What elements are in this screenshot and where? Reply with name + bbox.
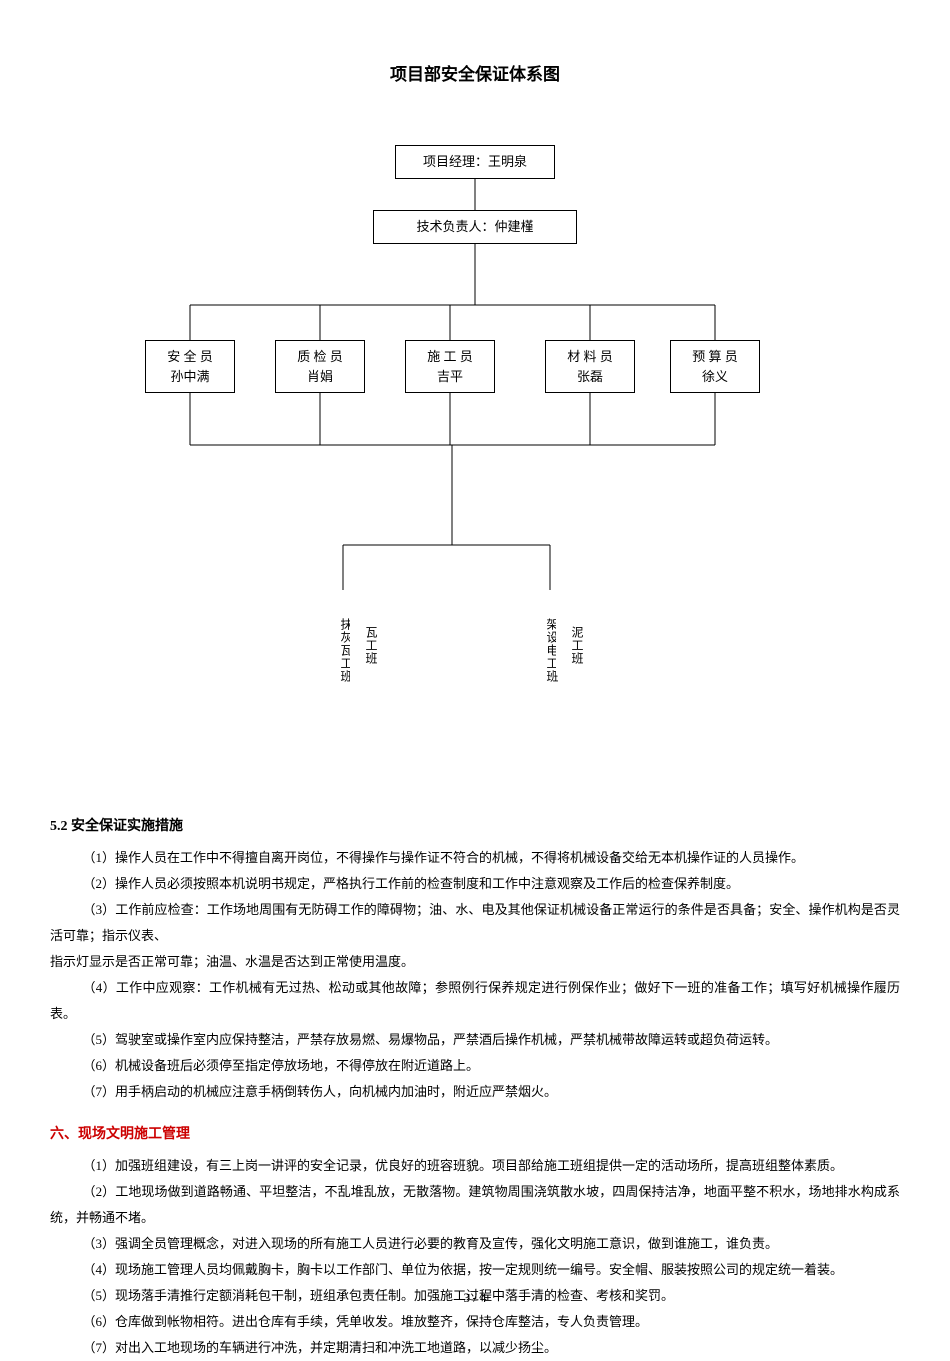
org-tech-lead: 技术负责人：仲建槿 <box>373 210 577 244</box>
org-safety-name: 孙中满 <box>154 367 226 387</box>
s6-item-4: （4）现场施工管理人员均佩戴胸卡，胸卡以工作部门、单位为依据，按一定规则统一编号… <box>50 1257 900 1283</box>
s6-item-3: （3）强调全员管理概念，对进入现场的所有施工人员进行必要的教育及宣传，强化文明施… <box>50 1231 900 1257</box>
org-budget: 预 算 员 徐义 <box>670 340 760 393</box>
org-material-name: 张磊 <box>554 367 626 387</box>
s6-item-6: （6）仓库做到帐物相符。进出仓库有手续，凭单收发。堆放整齐，保持仓库整洁，专人负… <box>50 1309 900 1335</box>
s6-item-7: （7）对出入工地现场的车辆进行冲洗，并定期清扫和冲洗工地道路，以减少扬尘。 <box>50 1335 900 1361</box>
org-safety: 安 全 员 孙中满 <box>145 340 235 393</box>
org-quality-role: 质 检 员 <box>284 347 356 367</box>
org-budget-role: 预 算 员 <box>679 347 751 367</box>
org-construction: 施 工 员 吉平 <box>405 340 495 393</box>
s6-item-2: （2）工地现场做到道路畅通、平坦整洁，不乱堆乱放，无散落物。建筑物周围浇筑散水坡… <box>50 1179 900 1231</box>
org-project-manager: 项目经理：王明泉 <box>395 145 555 179</box>
org-material: 材 料 员 张磊 <box>545 340 635 393</box>
s6-item-1: （1）加强班组建设，有三上岗一讲评的安全记录，优良好的班容班貌。项目部给施工班组… <box>50 1153 900 1179</box>
org-team-2: 瓦工班 <box>350 605 380 685</box>
s52-item-6: （6）机械设备班后必须停至指定停放场地，不得停放在附近道路上。 <box>50 1053 900 1079</box>
s52-item-2: （2）操作人员必须按照本机说明书规定，严格执行工作前的检查制度和工作中注意观察及… <box>50 871 900 897</box>
s52-item-4: （4）工作中应观察：工作机械有无过热、松动或其他故障；参照例行保养规定进行例保作… <box>50 975 900 1027</box>
s52-item-3b: 指示灯显示是否正常可靠；油温、水温是否达到正常使用温度。 <box>50 949 900 975</box>
org-chart: 项目经理：王明泉 技术负责人：仲建槿 安 全 员 孙中满 质 检 员 肖娟 施 … <box>125 145 825 695</box>
org-budget-name: 徐义 <box>679 367 751 387</box>
org-material-role: 材 料 员 <box>554 347 626 367</box>
section-6-heading: 六、现场文明施工管理 <box>50 1123 900 1143</box>
s52-item-7: （7）用手柄启动的机械应注意手柄倒转伤人，向机械内加油时，附近应严禁烟火。 <box>50 1079 900 1105</box>
org-team-4: 泥工班 <box>556 615 586 675</box>
org-safety-role: 安 全 员 <box>154 347 226 367</box>
org-quality-name: 肖娟 <box>284 367 356 387</box>
page-title: 项目部安全保证体系图 <box>50 60 900 85</box>
section-5-2-heading: 5.2 安全保证实施措施 <box>50 815 900 835</box>
s52-item-3a: （3）工作前应检查：工作场地周围有无防碍工作的障碍物；油、水、电及其他保证机械设… <box>50 897 900 949</box>
page-footer: 3 / 4 <box>50 1290 900 1306</box>
s52-item-5: （5）驾驶室或操作室内应保持整洁，严禁存放易燃、易爆物品，严禁酒后操作机械，严禁… <box>50 1027 900 1053</box>
s52-item-1: （1）操作人员在工作中不得擅自离开岗位，不得操作与操作证不符合的机械，不得将机械… <box>50 845 900 871</box>
org-const-role: 施 工 员 <box>414 347 486 367</box>
org-const-name: 吉平 <box>414 367 486 387</box>
org-quality: 质 检 员 肖娟 <box>275 340 365 393</box>
